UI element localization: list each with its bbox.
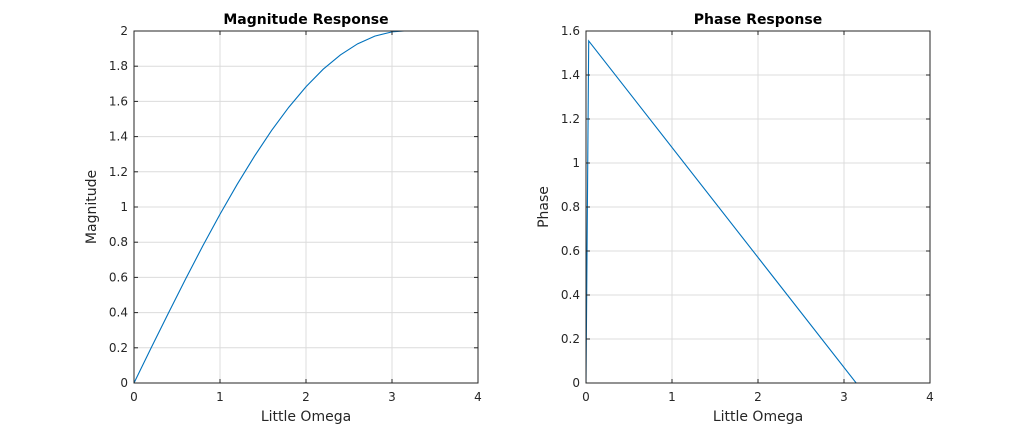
y-tick-label: 1: [120, 200, 128, 214]
y-tick-label: 1.4: [109, 130, 128, 144]
y-tick-label: 1.6: [109, 94, 128, 108]
y-tick-label: 2: [120, 24, 128, 38]
series-line-1: [586, 39, 857, 384]
y-tick-label: 0.6: [561, 244, 580, 258]
x-tick-label: 2: [754, 390, 762, 404]
y-tick-label: 0.6: [109, 270, 128, 284]
chart-title: Magnitude Response: [223, 12, 388, 28]
y-tick-label: 0.2: [109, 341, 128, 355]
y-tick-label: 0.2: [561, 332, 580, 346]
y-tick-label: 1.4: [561, 68, 580, 82]
y-tick-label: 0.8: [109, 235, 128, 249]
y-axis-label: Phase: [536, 186, 552, 228]
chart-1: 0 1 2 3 4 0 0.2 0.4 0.6 0.8 1 1.2 1.4 1.6 1.8 2 Magnitud…: [84, 12, 482, 425]
y-tick-label: 1.8: [109, 59, 128, 73]
x-tick-label: 2: [302, 390, 310, 404]
y-tick-label: 1: [572, 156, 580, 170]
x-axis-label: Little Omega: [713, 409, 803, 425]
x-tick-label: 3: [840, 390, 848, 404]
y-tick-label: 1.2: [109, 165, 128, 179]
y-tick-label: 1.6: [561, 24, 580, 38]
x-tick-label: 1: [216, 390, 224, 404]
chart-2: 0 1 2 3 4 0 0.2 0.4 0.6 0.8 1 1.2 1.4 1.6 Phase Respon…: [536, 12, 934, 425]
y-tick-label: 0.4: [109, 306, 128, 320]
y-tick-label: 1.2: [561, 112, 580, 126]
y-axis-label: Magnitude: [84, 170, 100, 244]
y-tick-label: 0.8: [561, 200, 580, 214]
y-tick-label: 0: [120, 376, 128, 390]
x-tick-label: 3: [388, 390, 396, 404]
x-tick-label: 0: [582, 390, 590, 404]
x-tick-label: 4: [926, 390, 934, 404]
y-tick-label: 0: [572, 376, 580, 390]
x-tick-label: 4: [474, 390, 482, 404]
x-axis-label: Little Omega: [261, 409, 351, 425]
x-tick-label: 0: [130, 390, 138, 404]
y-tick-label: 0.4: [561, 288, 580, 302]
chart-title: Phase Response: [694, 12, 822, 28]
series-line-1: [134, 30, 405, 384]
x-tick-label: 1: [668, 390, 676, 404]
